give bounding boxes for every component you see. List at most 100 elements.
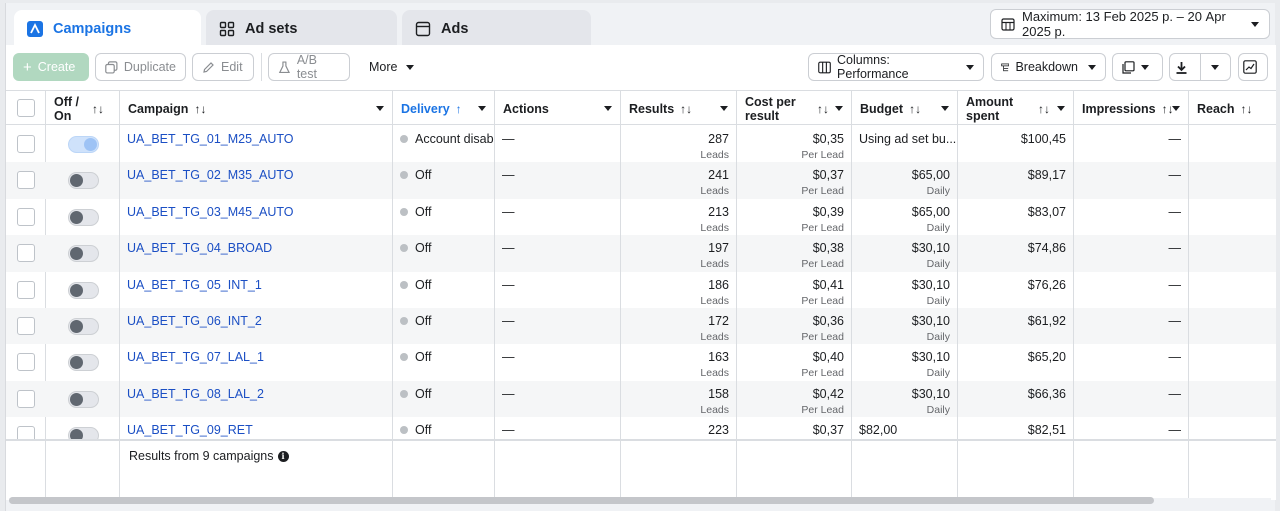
edit-button[interactable]: Edit xyxy=(192,53,254,81)
header-impressions[interactable]: Impressions ↑↓ xyxy=(1074,91,1189,126)
tab-ads[interactable]: Ads xyxy=(402,10,591,48)
header-budget[interactable]: Budget ↑↓ xyxy=(852,91,958,126)
row-checkbox[interactable] xyxy=(17,207,35,226)
export-dropdown[interactable] xyxy=(1201,64,1231,70)
chevron-down-icon[interactable] xyxy=(720,106,728,111)
budget-type: Daily xyxy=(926,294,950,307)
header-delivery[interactable]: Delivery ↑ xyxy=(393,91,495,126)
actions-cell: — xyxy=(495,380,621,418)
reports-button[interactable] xyxy=(1112,53,1163,81)
actions-value: — xyxy=(502,132,515,146)
download-icon[interactable] xyxy=(1170,54,1201,80)
campaign-toggle[interactable] xyxy=(68,172,99,190)
cost-per-result-value: $0,36 xyxy=(812,314,844,328)
edit-label: Edit xyxy=(221,60,243,74)
row-checkbox[interactable] xyxy=(17,389,35,408)
plus-icon: + xyxy=(23,58,32,76)
results-cell: 158 Leads xyxy=(621,380,737,418)
actions-cell: — xyxy=(495,417,621,454)
reach-cell xyxy=(1189,344,1276,380)
select-all-checkbox[interactable] xyxy=(17,99,35,117)
table-row[interactable]: UA_BET_TG_02_M35_AUTO Off — 241 Leads $0,37 Pe… xyxy=(6,162,1276,199)
row-checkbox[interactable] xyxy=(17,353,35,372)
chevron-down-icon[interactable] xyxy=(941,106,949,111)
header-results[interactable]: Results ↑↓ xyxy=(621,91,737,126)
pencil-icon xyxy=(203,61,214,73)
campaign-toggle[interactable] xyxy=(68,318,99,335)
campaign-name-link[interactable]: UA_BET_TG_03_M45_AUTO xyxy=(127,204,294,219)
chevron-down-icon[interactable] xyxy=(835,106,843,111)
table-row[interactable]: UA_BET_TG_01_M25_AUTO Account disab — 287 Le… xyxy=(6,126,1276,163)
ab-test-button[interactable]: A/B test xyxy=(268,53,350,81)
row-checkbox[interactable] xyxy=(17,244,35,263)
status-dot xyxy=(400,171,408,180)
budget-cell: $82,00 xyxy=(852,417,958,454)
toolbar-divider xyxy=(261,53,262,81)
delivery-cell: Off xyxy=(393,235,495,272)
header-cost-per-result[interactable]: Cost per result ↑↓ xyxy=(737,91,852,126)
more-button[interactable]: More xyxy=(360,53,420,81)
sort-icon: ↑↓ xyxy=(1240,101,1253,116)
budget-cell: $30,10 Daily xyxy=(852,344,958,381)
delivery-cell: Off xyxy=(393,162,495,199)
results-value: 213 xyxy=(708,204,729,219)
duplicate-button[interactable]: Duplicate xyxy=(95,53,186,81)
charts-button[interactable] xyxy=(1238,53,1268,81)
toggle-knob xyxy=(70,210,83,224)
campaign-name-link[interactable]: UA_BET_TG_04_BROAD xyxy=(127,241,273,256)
chevron-down-icon[interactable] xyxy=(376,106,384,111)
chevron-down-icon[interactable] xyxy=(604,106,612,111)
campaign-name-link[interactable]: UA_BET_TG_02_M35_AUTO xyxy=(127,168,294,183)
campaign-name-link[interactable]: UA_BET_TG_05_INT_1 xyxy=(127,277,262,292)
table-row[interactable]: UA_BET_TG_03_M45_AUTO Off — 213 Leads $0,39 Pe… xyxy=(6,198,1276,236)
campaign-name-link[interactable]: UA_BET_TG_08_LAL_2 xyxy=(127,386,264,401)
delivery-status: Off xyxy=(415,386,432,401)
chart-icon xyxy=(1243,60,1257,74)
chevron-down-icon[interactable] xyxy=(1172,106,1180,111)
table-row[interactable]: UA_BET_TG_04_BROAD Off — 197 Leads $0,38 Per L… xyxy=(6,235,1276,272)
tab-ad-sets[interactable]: Ad sets xyxy=(206,10,397,48)
table-row[interactable]: UA_BET_TG_08_LAL_2 Off — 158 Leads $0,42 Per L… xyxy=(6,380,1276,418)
toggle-knob xyxy=(70,392,83,406)
header-off-on[interactable]: Off / On ↑↓ xyxy=(46,91,120,126)
row-checkbox[interactable] xyxy=(17,171,35,190)
campaign-toggle[interactable] xyxy=(68,281,99,299)
breakdown-button[interactable]: Breakdown xyxy=(991,53,1106,81)
campaign-toggle[interactable] xyxy=(68,245,99,263)
export-button[interactable] xyxy=(1169,53,1231,81)
horizontal-scrollbar[interactable] xyxy=(9,497,1154,504)
table-row[interactable]: UA_BET_TG_07_LAL_1 Off — 163 Leads $0,40 Per L… xyxy=(6,344,1276,381)
date-range-picker[interactable]: Maximum: 13 Feb 2025 р. – 20 Apr 2025 р. xyxy=(990,9,1270,39)
chevron-down-icon xyxy=(1088,64,1096,70)
results-type: Leads xyxy=(700,331,729,343)
chevron-down-icon[interactable] xyxy=(1057,106,1065,111)
campaign-toggle[interactable] xyxy=(68,136,99,153)
status-dot xyxy=(400,317,408,325)
campaign-toggle[interactable] xyxy=(68,354,99,372)
campaign-name-link[interactable]: UA_BET_TG_09_RET xyxy=(127,423,253,438)
campaign-toggle[interactable] xyxy=(68,390,99,408)
campaign-name-link[interactable]: UA_BET_TG_06_INT_2 xyxy=(127,314,262,328)
info-icon[interactable]: i xyxy=(277,450,289,462)
table-row[interactable]: UA_BET_TG_06_INT_2 Off — 172 Leads $0,36 Per L… xyxy=(6,308,1276,345)
campaign-toggle[interactable] xyxy=(68,208,99,226)
header-campaign[interactable]: Campaign ↑↓ xyxy=(120,91,393,126)
table-row[interactable]: UA_BET_TG_05_INT_1 Off — 186 Leads $0,41 Per L… xyxy=(6,271,1276,308)
columns-button[interactable]: Columns: Performance xyxy=(808,53,984,81)
header-amount-spent[interactable]: Amount spent ↑↓ xyxy=(958,91,1074,126)
chevron-down-icon xyxy=(1211,64,1220,70)
toggle-knob xyxy=(70,247,83,261)
sort-icon: ↑↓ xyxy=(1038,101,1050,116)
chevron-down-icon[interactable] xyxy=(478,106,486,111)
cost-per-result-cell: $0,39 Per Lead xyxy=(737,198,852,236)
campaign-name-link[interactable]: UA_BET_TG_01_M25_AUTO xyxy=(127,132,294,146)
campaign-name-link[interactable]: UA_BET_TG_07_LAL_1 xyxy=(127,350,264,365)
row-checkbox[interactable] xyxy=(17,280,35,299)
header-actions[interactable]: Actions xyxy=(495,91,621,126)
tab-campaigns[interactable]: Campaigns xyxy=(14,10,201,48)
header-reach[interactable]: Reach ↑↓ xyxy=(1189,91,1276,126)
table-row[interactable]: UA_BET_TG_09_RET Off — 223 $0,37 $82,00 $82,51… xyxy=(6,417,1276,454)
row-checkbox[interactable] xyxy=(17,135,35,153)
row-checkbox[interactable] xyxy=(17,317,35,335)
create-button[interactable]: + Create xyxy=(13,53,89,81)
